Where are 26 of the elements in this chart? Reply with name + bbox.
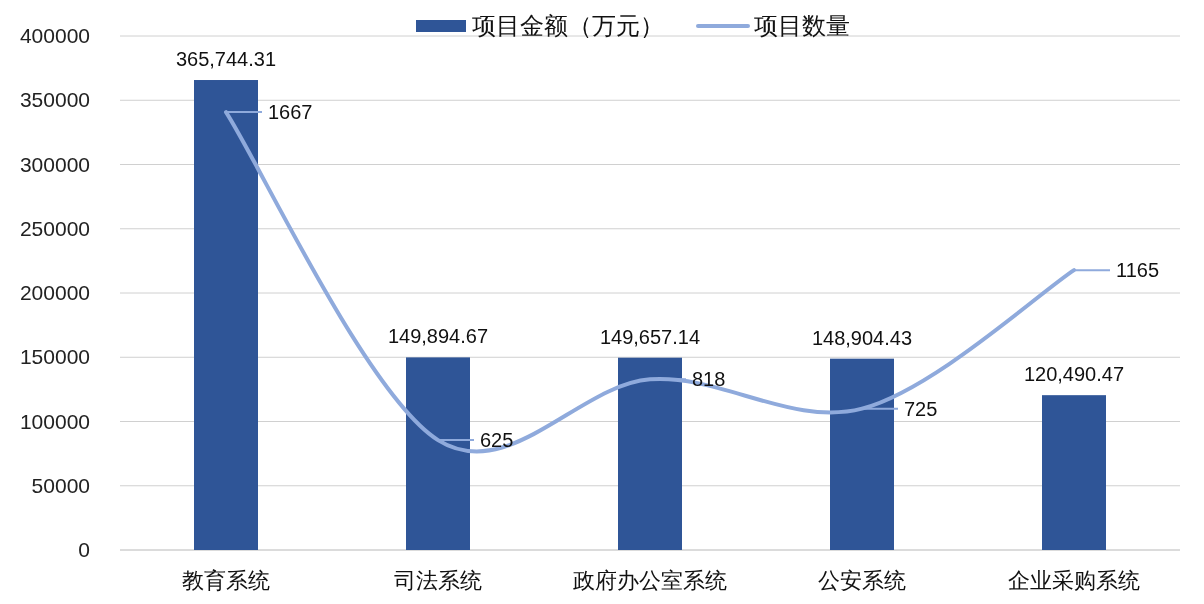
x-tick-label: 公安系统 xyxy=(818,568,906,593)
data-label: 1667 xyxy=(268,101,313,124)
y-tick-label: 50000 xyxy=(31,473,90,497)
x-tick-label: 企业采购系统 xyxy=(1008,568,1140,593)
data-label: 1165 xyxy=(1116,259,1160,282)
data-label: 725 xyxy=(904,397,938,420)
x-tick-label: 司法系统 xyxy=(394,568,482,593)
y-tick-label: 100000 xyxy=(19,409,90,433)
data-label: 149,657.14 xyxy=(599,325,701,348)
y-tick-label: 300000 xyxy=(19,152,90,176)
y-tick-label: 350000 xyxy=(19,88,90,112)
y-tick-label: 250000 xyxy=(19,216,90,240)
legend-label: 项目数量 xyxy=(754,12,850,39)
data-label: 365,744.31 xyxy=(175,48,277,71)
y-tick-label: 150000 xyxy=(19,345,90,369)
data-label: 148,904.43 xyxy=(811,326,913,349)
legend-label: 项目金额（万元） xyxy=(472,12,664,39)
y-tick-label: 400000 xyxy=(19,24,90,47)
x-tick-label: 政府办公室系统 xyxy=(573,568,727,593)
data-label: 149,894.67 xyxy=(387,325,489,348)
data-label: 120,490.47 xyxy=(1023,363,1125,386)
y-tick-label: 0 xyxy=(78,538,90,561)
y-tick-label: 200000 xyxy=(19,281,90,304)
data-label: 818 xyxy=(692,368,726,391)
data-label: 625 xyxy=(480,429,514,452)
x-tick-label: 教育系统 xyxy=(182,568,270,593)
